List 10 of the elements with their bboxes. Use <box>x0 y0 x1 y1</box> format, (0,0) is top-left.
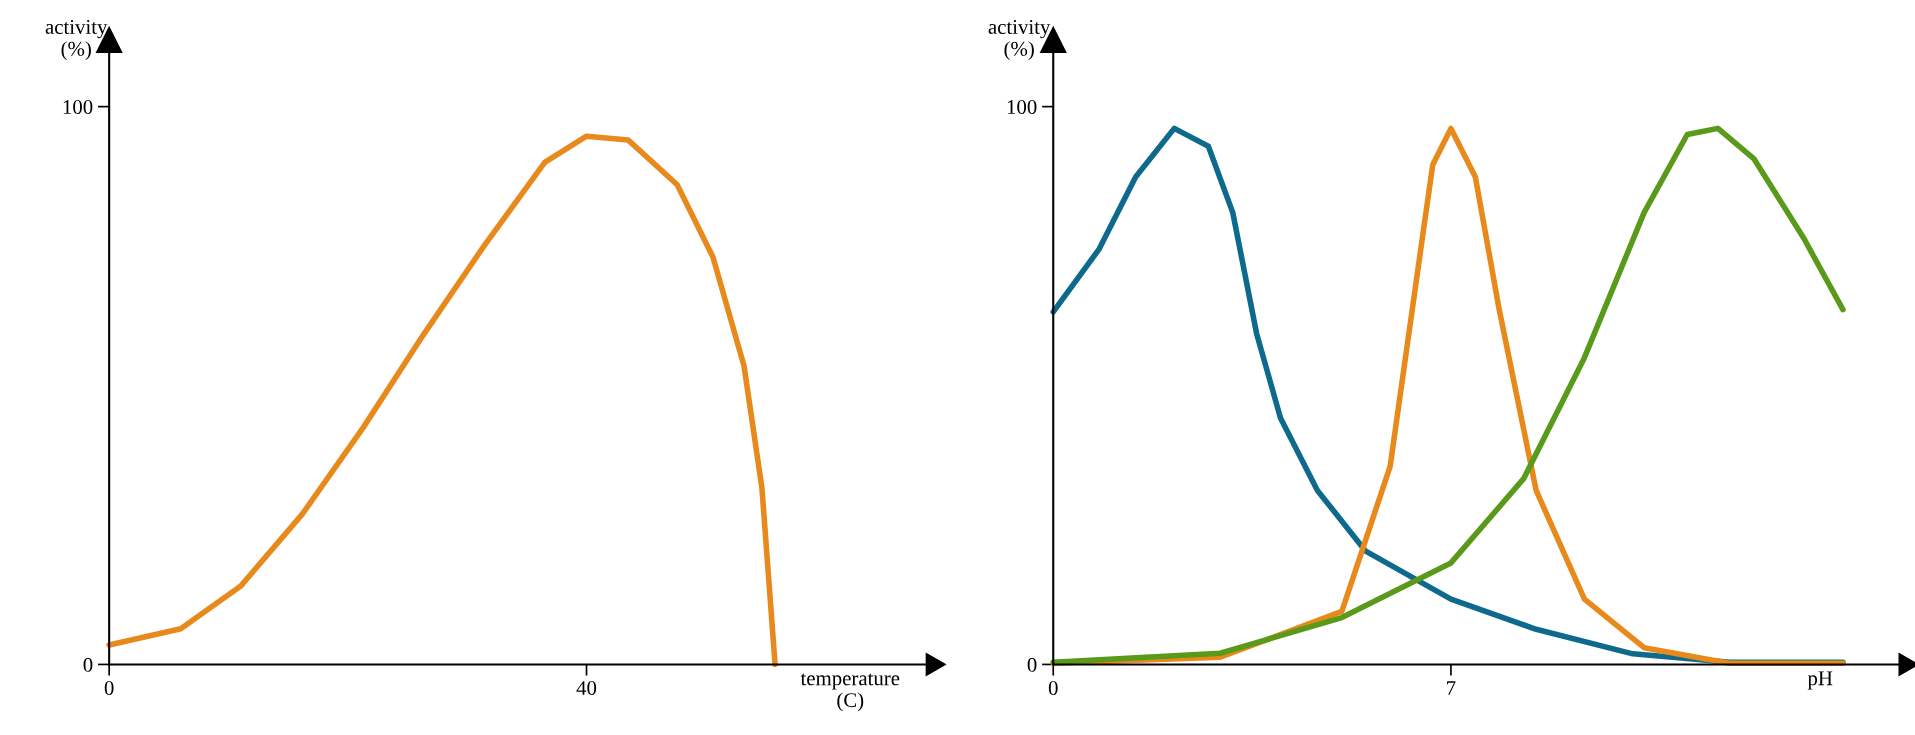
x-tick-label: 40 <box>576 681 597 696</box>
x-tick-label: 0 <box>104 681 114 696</box>
x-axis-title: temperature (C) <box>800 673 900 712</box>
x-axis-title: pH <box>1807 671 1833 690</box>
y-axis-title: activity (%) <box>45 19 108 61</box>
x-tick-label: 7 <box>1447 681 1456 695</box>
y-tick-label: 100 <box>1007 100 1037 115</box>
x-tick-label: 0 <box>1048 681 1058 696</box>
y-tick-label: 100 <box>63 100 93 115</box>
y-axis-title: activity (%) <box>988 19 1051 61</box>
